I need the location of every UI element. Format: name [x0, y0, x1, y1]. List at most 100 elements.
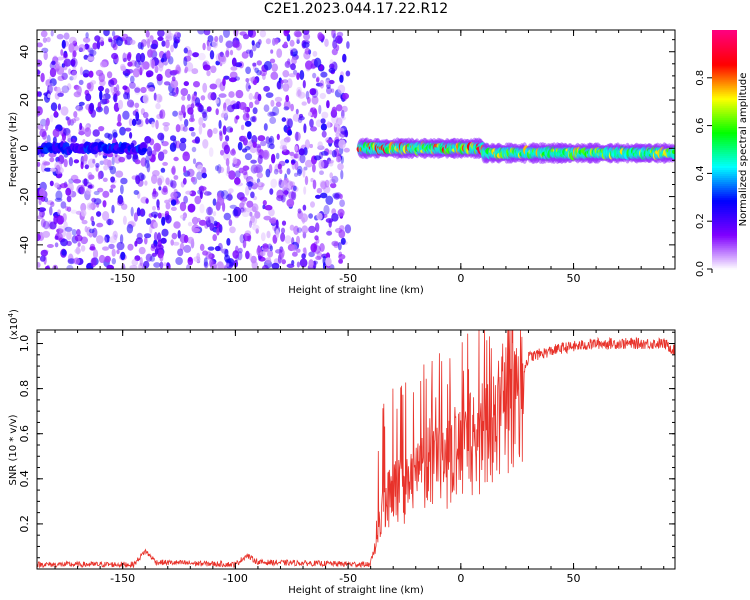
- heatmap-cell: [296, 72, 300, 80]
- colorbar-segment: [712, 221, 737, 224]
- heatmap-cell: [108, 166, 114, 171]
- heatmap-cell: [103, 165, 108, 171]
- colorbar-segment: [712, 211, 737, 214]
- heatmap-cell: [207, 246, 215, 251]
- heatmap-cell: [302, 41, 310, 49]
- heatmap-cell: [276, 189, 284, 199]
- colorbar-segment: [712, 177, 737, 180]
- heatmap-cell: [136, 232, 143, 240]
- heatmap-cell: [54, 110, 58, 117]
- heatmap-cell: [43, 161, 51, 166]
- heatmap-cell: [187, 49, 193, 57]
- heatmap-cell: [50, 30, 54, 37]
- heatmap-cell: [124, 39, 128, 45]
- heatmap-cell: [120, 184, 124, 195]
- heatmap-cell: [310, 126, 317, 132]
- heatmap-cell: [206, 44, 212, 52]
- heatmap-cell: [332, 39, 337, 50]
- heatmap-cell: [285, 94, 290, 103]
- colorbar-segment: [712, 103, 737, 107]
- colorbar-label: Normalized spectral amplitude: [738, 73, 749, 227]
- heatmap-cell: [190, 131, 196, 137]
- heatmap-cell: [285, 136, 291, 143]
- heatmap-cell: [160, 57, 165, 63]
- heatmap-cell: [229, 127, 233, 133]
- heatmap-cell: [92, 158, 96, 164]
- heatmap-cell: [181, 104, 186, 114]
- heatmap-cell: [133, 212, 138, 222]
- heatmap-cell: [188, 117, 195, 123]
- snr-x-tick-label: -150: [110, 572, 135, 585]
- heatmap-cell: [160, 167, 166, 173]
- heatmap-cell: [199, 190, 203, 200]
- heatmap-cell: [220, 112, 225, 118]
- heatmap-cell: [124, 127, 132, 132]
- heatmap-cell: [290, 49, 294, 56]
- heatmap-cell: [187, 236, 195, 244]
- heatmap-cell: [216, 261, 224, 269]
- heatmap-cell: [140, 39, 147, 47]
- heatmap-cell: [286, 168, 291, 175]
- colorbar-segment: [712, 93, 737, 97]
- heatmap-cell: [139, 208, 146, 217]
- heatmap-cell: [185, 190, 193, 195]
- heatmap-cell: [187, 107, 194, 115]
- heatmap-cell: [265, 257, 272, 264]
- heatmap-cell: [305, 60, 313, 70]
- heatmap-cell: [144, 233, 152, 239]
- heatmap-cell: [288, 73, 297, 78]
- heatmap-cell: [88, 184, 95, 189]
- heatmap-cell: [64, 226, 73, 232]
- colorbar-segment: [712, 191, 737, 194]
- heatmap-cell: [154, 248, 159, 255]
- heatmap-cell: [307, 111, 313, 117]
- colorbar-segment: [712, 161, 737, 165]
- heatmap-cell: [251, 40, 255, 46]
- heatmap-cell: [245, 78, 250, 83]
- heatmap-cell: [319, 92, 326, 100]
- colorbar-tick-label: 0.8: [695, 70, 706, 86]
- heatmap-cell: [291, 57, 297, 65]
- heatmap-cell: [151, 150, 157, 157]
- heatmap-cell: [248, 101, 254, 109]
- heatmap-cell: [150, 211, 159, 218]
- heatmap-cell: [313, 57, 322, 68]
- heatmap-cell: [303, 166, 308, 171]
- heatmap-cell: [265, 168, 271, 178]
- heatmap-cell: [299, 154, 306, 164]
- heatmap-cell: [303, 123, 307, 134]
- heatmap-cell: [175, 140, 181, 149]
- heatmap-cell: [161, 216, 166, 226]
- heatmap-cell: [70, 69, 77, 76]
- heatmap-cell: [326, 139, 334, 144]
- heatmap-cell: [325, 257, 332, 267]
- heatmap-cell: [58, 229, 67, 238]
- heatmap-cell: [320, 181, 327, 190]
- colorbar-segment: [712, 223, 737, 226]
- colorbar-segment: [712, 231, 737, 234]
- heatmap-cell: [41, 47, 49, 53]
- heatmap-cell: [166, 50, 171, 60]
- heatmap-cell: [239, 196, 248, 202]
- heatmap-cell: [202, 250, 209, 256]
- colorbar-segment: [712, 205, 737, 208]
- heatmap-cell: [162, 185, 168, 193]
- heatmap-cell: [159, 261, 164, 269]
- heatmap-cell: [90, 257, 97, 268]
- heatmap-cell: [300, 213, 309, 223]
- heatmap-cell: [287, 129, 293, 136]
- heatmap-cell: [242, 239, 247, 249]
- heatmap-cell: [131, 258, 139, 266]
- colorbar-segment: [712, 209, 737, 212]
- heatmap-cell: [323, 204, 330, 215]
- heatmap-cell: [248, 85, 252, 90]
- heatmap-cell: [163, 125, 169, 132]
- colorbar-segment: [712, 187, 737, 190]
- heatmap-cell: [317, 141, 323, 149]
- heatmap-cell: [106, 264, 114, 269]
- heatmap-cell: [157, 177, 163, 186]
- heatmap-cell: [60, 201, 67, 209]
- heatmap-cell: [212, 234, 217, 242]
- heatmap-cell: [73, 111, 78, 118]
- heatmap-cell: [97, 171, 101, 180]
